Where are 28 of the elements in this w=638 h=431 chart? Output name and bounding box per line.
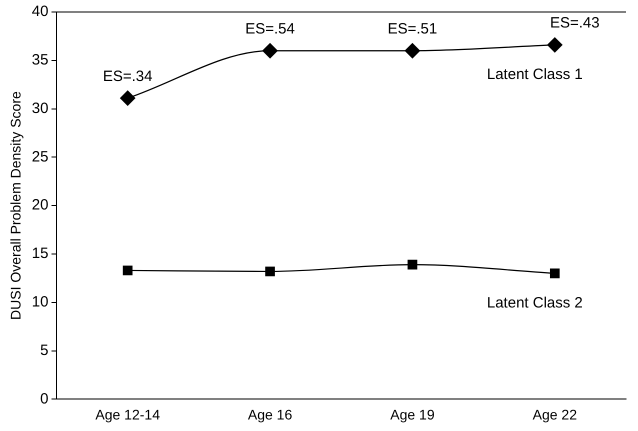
point	[265, 266, 275, 276]
y-tick-label: 5	[40, 342, 48, 359]
x-tick-label: Age 16	[248, 406, 292, 422]
x-tick-label: Age 19	[390, 406, 435, 422]
series-label: Latent Class 2	[486, 294, 583, 312]
x-tick-label: Age 12-14	[95, 406, 160, 422]
y-axis-title: DUSI Overall Problem Density Score	[7, 91, 24, 320]
y-tick-label: 35	[32, 52, 48, 69]
point	[122, 266, 133, 276]
series-label: Latent Class 1	[486, 66, 583, 84]
annotation: ES=.51	[388, 20, 438, 38]
point	[550, 268, 560, 278]
annotation: ES=.54	[245, 20, 295, 38]
y-tick-label: 20	[32, 196, 48, 214]
y-tick-label: 15	[32, 245, 48, 262]
y-tick-label: 30	[32, 100, 48, 117]
point	[120, 90, 136, 106]
annotation: ES=.43	[550, 14, 600, 32]
point	[408, 260, 418, 270]
y-tick-label: 10	[32, 294, 48, 311]
point	[262, 43, 278, 58]
annotation: ES=.34	[102, 68, 152, 85]
point	[547, 37, 562, 53]
point	[404, 43, 420, 58]
y-tick-label: 40	[32, 3, 48, 20]
y-tick-label: 25	[32, 148, 48, 166]
x-tick-label: Age 22	[532, 406, 578, 422]
y-tick-label: 0	[40, 390, 48, 408]
